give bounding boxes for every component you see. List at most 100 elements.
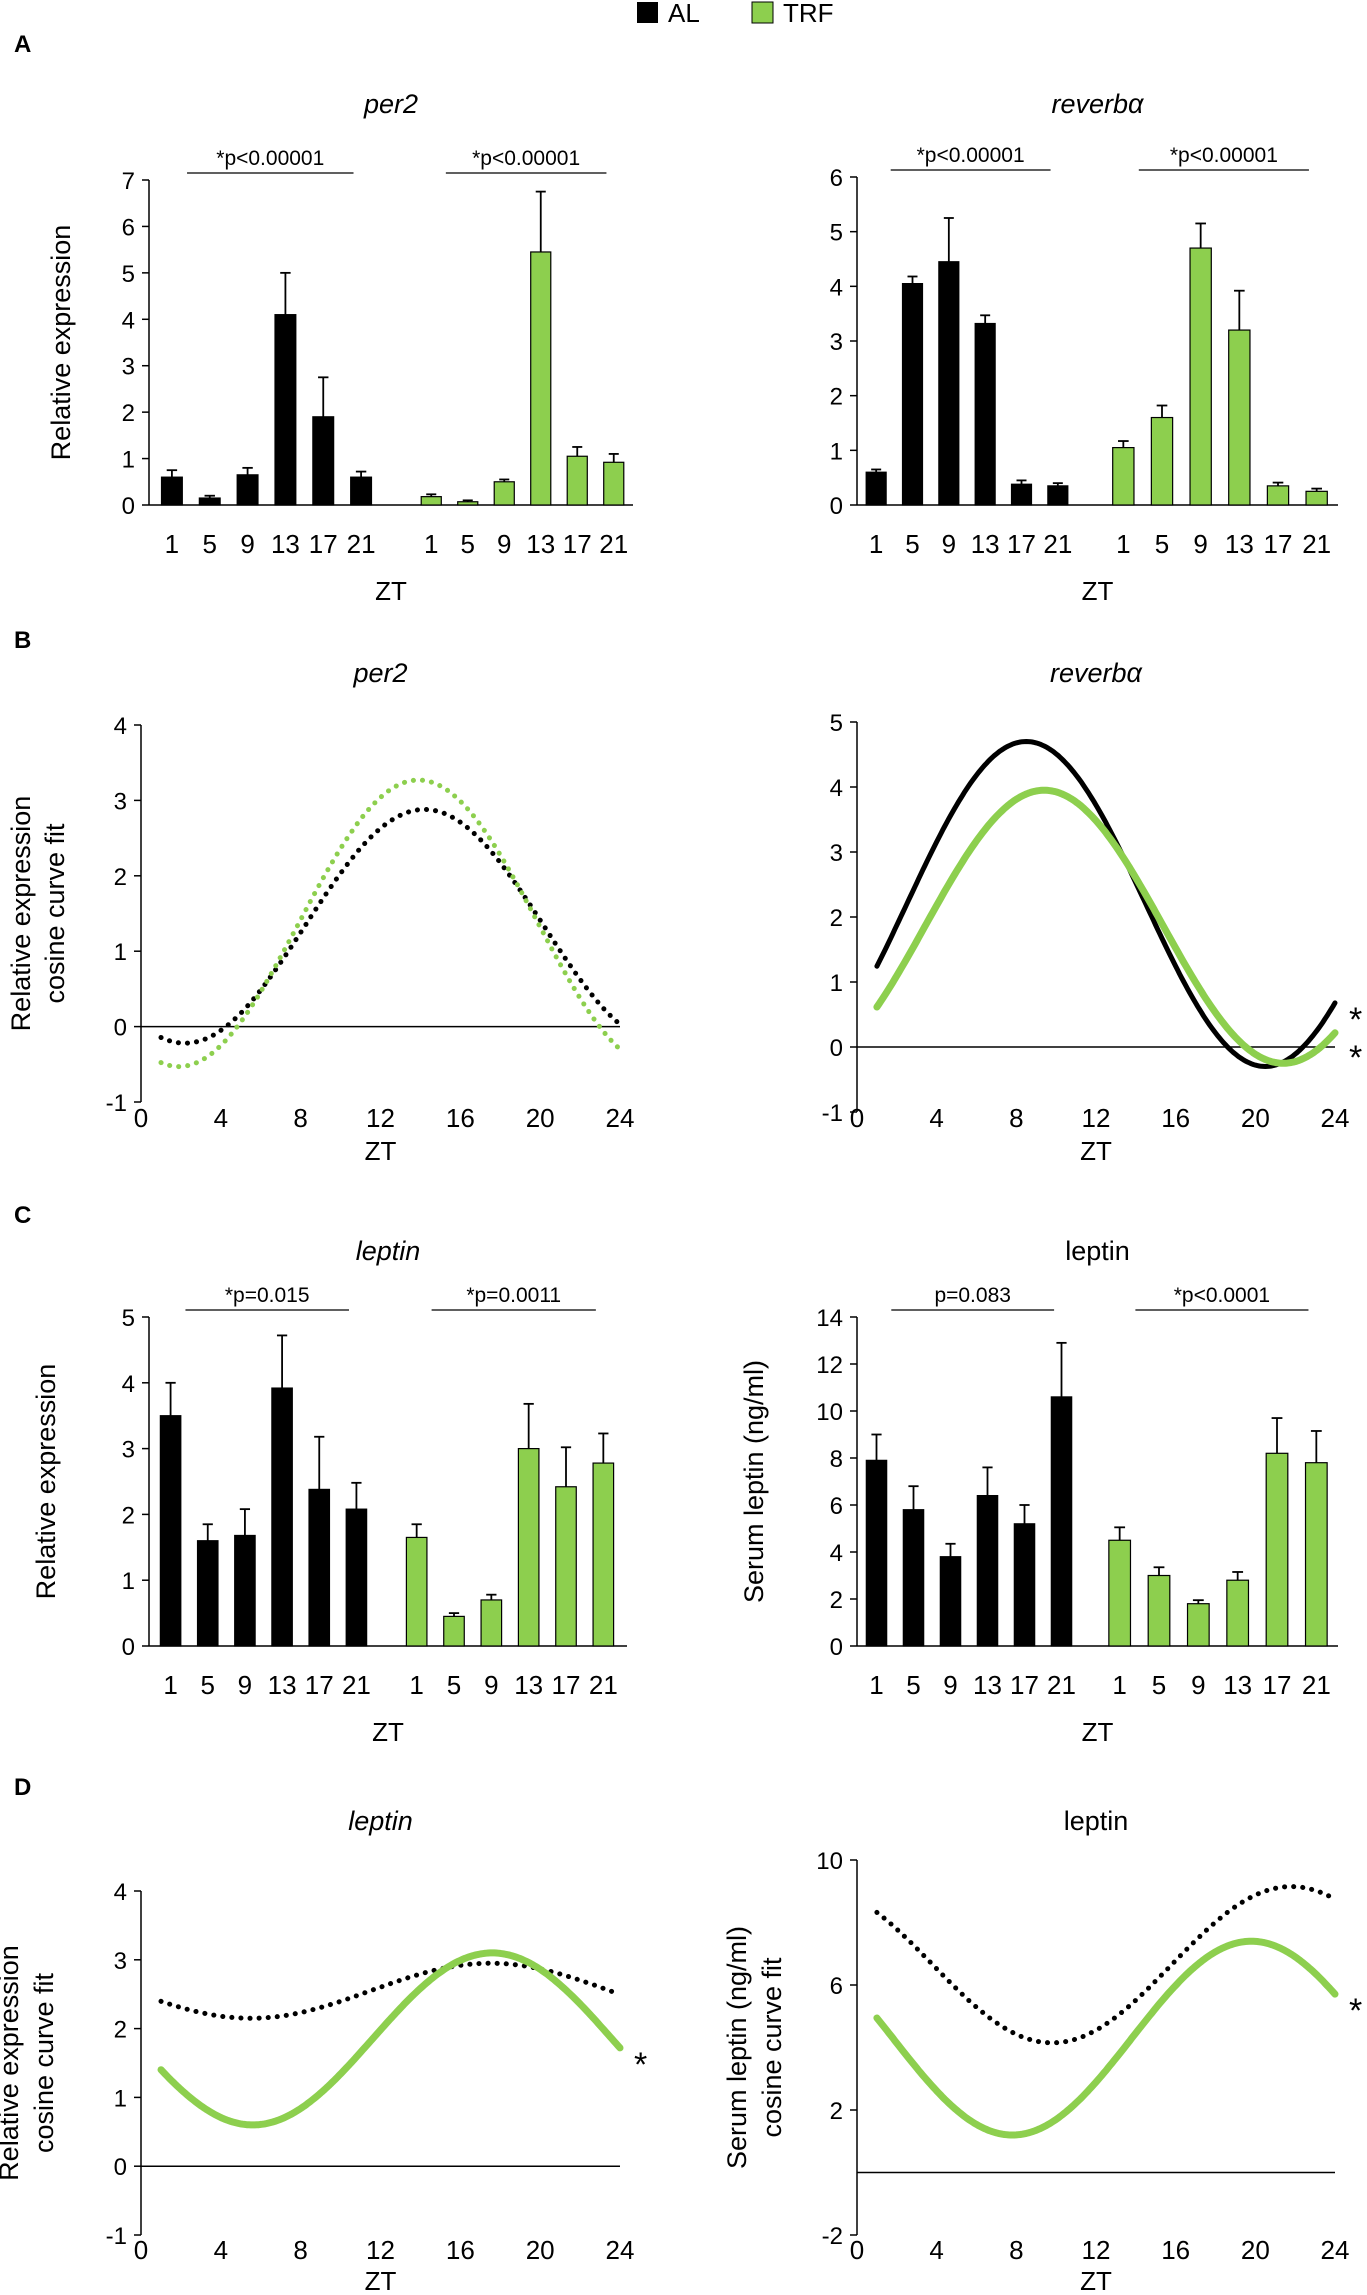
x-tick-label: 20 [526, 2235, 555, 2265]
chart-d-left: leptin ZT Relative expression cosine curve … [0, 1806, 647, 2295]
bar-trf-zt17 [1266, 485, 1290, 506]
y-axis-label: Relative expression [6, 796, 36, 1032]
bar-trf-zt1 [405, 1536, 428, 1647]
x-tick-label: 5 [203, 529, 217, 559]
x-tick-label: 17 [1010, 1670, 1039, 1700]
x-tick-label: 13 [973, 1670, 1002, 1700]
x-axis-label: ZT [1082, 1717, 1114, 1747]
bar-trf-zt13 [1228, 329, 1251, 506]
x-tick-label: 4 [929, 2235, 943, 2265]
y-tick-label: 6 [830, 1493, 843, 1520]
bar-al-zt9 [234, 1534, 256, 1647]
bar-al-zt1 [865, 1459, 888, 1647]
bar-trf-zt1 [1112, 447, 1135, 506]
y-tick-label: 6 [830, 1973, 843, 2000]
bar-trf-zt17 [566, 455, 588, 506]
x-tick-label: 9 [942, 529, 956, 559]
bar-al-zt21 [345, 1508, 368, 1647]
curve-al [158, 806, 623, 1046]
bar-al-zt9 [938, 261, 960, 506]
significance-label: *p<0.00001 [472, 147, 580, 170]
x-tick-label: 17 [1007, 529, 1036, 559]
x-tick-label: 1 [869, 1670, 883, 1700]
y-tick-label: 0 [114, 1015, 127, 1042]
x-axis-label: ZT [365, 1136, 397, 1166]
significance-label: p=0.083 [934, 1284, 1011, 1307]
y-tick-label: 6 [830, 165, 843, 192]
curve-trf [158, 777, 623, 1070]
x-tick-label: 24 [606, 1103, 635, 1133]
y-tick-label: 1 [122, 447, 135, 474]
x-tick-label: 13 [526, 529, 555, 559]
x-tick-label: 12 [366, 1103, 395, 1133]
y-tick-label: 14 [816, 1305, 843, 1332]
bar-trf-zt1 [1108, 1539, 1132, 1647]
x-axis-label: ZT [365, 2266, 397, 2295]
significance-label: *p<0.00001 [1170, 144, 1278, 167]
bar-trf-zt21 [592, 1462, 615, 1647]
y-axis-label: Serum leptin (ng/ml) [739, 1360, 769, 1603]
bar-trf-zt13 [530, 251, 552, 506]
bar-trf-zt13 [1226, 1579, 1250, 1647]
y-tick-label: 0 [122, 1634, 135, 1661]
y-tick-label: 6 [122, 214, 135, 241]
bar-al-zt5 [196, 1540, 219, 1647]
curve-al [158, 1960, 623, 2021]
y-tick-label: 0 [114, 2154, 127, 2181]
bar-trf-zt13 [517, 1447, 540, 1647]
x-tick-label: 9 [1191, 1670, 1205, 1700]
x-tick-label: 21 [1302, 1670, 1331, 1700]
x-tick-label: 17 [1264, 529, 1293, 559]
y-tick-label: 0 [122, 493, 135, 520]
x-tick-label: 9 [238, 1670, 252, 1700]
x-tick-label: 9 [240, 529, 254, 559]
x-tick-label: 17 [552, 1670, 581, 1700]
bar-al-zt5 [198, 497, 221, 506]
curve-trf [157, 1949, 624, 2129]
bar-al-zt21 [350, 476, 373, 506]
x-tick-label: 13 [1223, 1670, 1252, 1700]
bar-trf-zt5 [1147, 1574, 1171, 1647]
x-tick-label: 17 [309, 529, 338, 559]
bar-al-zt17 [1013, 1523, 1036, 1647]
bar-al-zt5 [901, 283, 924, 506]
significance-label: *p=0.0011 [466, 1284, 561, 1307]
x-tick-label: 21 [589, 1670, 618, 1700]
y-tick-label: 3 [114, 788, 127, 815]
curve-al [874, 739, 1338, 1069]
x-tick-label: 20 [1241, 2235, 1270, 2265]
x-tick-label: 13 [971, 529, 1000, 559]
y-tick-label: 0 [830, 1035, 843, 1062]
panel-label-d: D [14, 1774, 31, 1801]
x-tick-label: 24 [1321, 1103, 1350, 1133]
y-tick-label: 4 [114, 713, 127, 740]
x-tick-label: 1 [869, 529, 883, 559]
x-tick-label: 4 [214, 2235, 228, 2265]
y-tick-label: 5 [122, 261, 135, 288]
x-axis-label: ZT [372, 1717, 404, 1747]
x-tick-label: 8 [1009, 1103, 1023, 1133]
x-tick-label: 12 [1082, 1103, 1111, 1133]
x-axis-label: ZT [1080, 1136, 1112, 1166]
y-tick-label: 2 [114, 864, 127, 891]
y-tick-label: -1 [106, 2223, 127, 2250]
chart-b-left: per2 ZT Relative expression cosine curve fi… [6, 658, 634, 1166]
y-tick-label: 8 [830, 1446, 843, 1473]
curve-trf [873, 786, 1339, 1067]
chart-title: per2 [363, 89, 418, 119]
legend-label-trf: TRF [783, 0, 834, 28]
y-tick-label: 2 [122, 400, 135, 427]
bar-al-zt1 [159, 1415, 182, 1647]
x-tick-label: 8 [1009, 2235, 1023, 2265]
chart-d-right: leptin ZT Serum leptin (ng/ml) cosine curve… [722, 1806, 1362, 2295]
x-tick-label: 24 [606, 2235, 635, 2265]
x-axis-label: ZT [375, 576, 407, 606]
y-axis-label: Relative expression [0, 1945, 24, 2181]
y-axis-label: Serum leptin (ng/ml) [722, 1926, 752, 2169]
bar-al-zt13 [976, 1494, 999, 1647]
curve-al [874, 1884, 1338, 2046]
legend-swatch-trf [751, 1, 774, 24]
y-tick-label: 0 [830, 1634, 843, 1661]
